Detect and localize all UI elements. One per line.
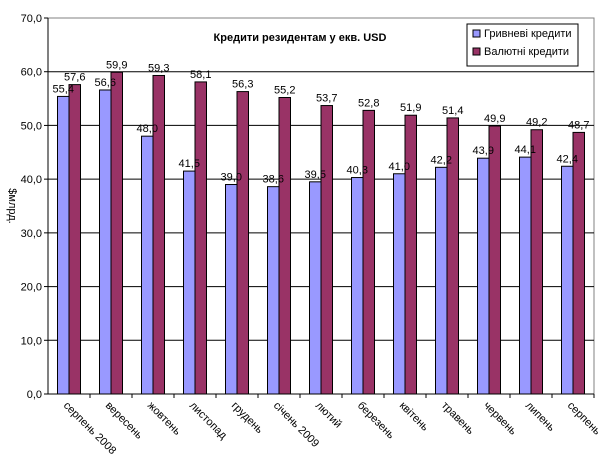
data-label-currency: 49,9 — [484, 113, 505, 125]
data-label-hryvnia: 41,5 — [179, 158, 200, 170]
data-label-hryvnia: 42,2 — [431, 154, 452, 166]
bar-currency — [194, 81, 207, 395]
bar-currency — [320, 105, 333, 395]
bar-currency — [362, 109, 375, 395]
data-label-currency: 59,3 — [148, 62, 169, 74]
y-tick-label: 60,0 — [21, 67, 42, 79]
bar-hryvnia — [519, 156, 532, 395]
x-tick-label: травень — [439, 400, 477, 438]
data-label-hryvnia: 48,0 — [137, 123, 158, 135]
bar-hryvnia — [141, 135, 154, 395]
data-label-currency: 56,3 — [232, 79, 253, 91]
legend: Гривневі кредити Валютні кредити — [466, 23, 579, 67]
data-label-currency: 51,4 — [442, 105, 463, 117]
bar-currency — [530, 129, 543, 395]
legend-box — [466, 23, 579, 67]
legend-label: Валютні кредити — [484, 46, 569, 58]
bar-hryvnia — [57, 95, 70, 395]
legend-swatch — [472, 47, 481, 56]
bar-hryvnia — [561, 165, 574, 395]
data-label-currency: 48,7 — [568, 119, 589, 131]
data-label-hryvnia: 39,5 — [305, 169, 326, 181]
bar-currency — [110, 71, 123, 395]
bar-hryvnia — [435, 166, 448, 395]
bar-currency — [278, 96, 291, 395]
y-axis-label: $млрд. — [6, 188, 18, 223]
y-tick-label: 10,0 — [21, 335, 42, 347]
legend-label: Гривневі кредити — [484, 28, 572, 40]
x-tick-label: червень — [481, 400, 519, 438]
y-tick-label: 0,0 — [27, 389, 42, 401]
y-tick-label: 50,0 — [21, 120, 42, 132]
data-label-hryvnia: 56,6 — [95, 77, 116, 89]
x-tick-label: лютий — [313, 400, 344, 431]
x-tick-label: липень — [523, 400, 557, 434]
x-tick-label: серпень — [565, 400, 603, 438]
bar-currency — [404, 114, 417, 395]
data-label-hryvnia: 42,4 — [557, 153, 578, 165]
x-tick-label: квітень — [397, 400, 431, 434]
bar-hryvnia — [267, 186, 280, 395]
bar-hryvnia — [225, 184, 238, 395]
data-label-hryvnia: 55,4 — [53, 83, 74, 95]
x-tick-label: грудень — [229, 400, 266, 437]
data-label-hryvnia: 39,0 — [221, 172, 242, 184]
bar-currency — [236, 91, 249, 395]
data-label-currency: 52,8 — [358, 97, 379, 109]
data-label-hryvnia: 41,0 — [389, 161, 410, 173]
bar-hryvnia — [183, 170, 196, 395]
bar-currency — [68, 84, 81, 395]
bar-hryvnia — [309, 181, 322, 395]
data-label-currency: 58,1 — [190, 69, 211, 81]
bar-hryvnia — [477, 157, 490, 395]
data-label-hryvnia: 43,9 — [473, 145, 494, 157]
data-label-hryvnia: 44,1 — [515, 144, 536, 156]
data-label-currency: 57,6 — [64, 72, 85, 84]
data-label-currency: 51,9 — [400, 102, 421, 114]
x-tick-label: листопад — [187, 400, 230, 443]
bar-hryvnia — [99, 89, 112, 395]
x-tick-label: березень — [355, 400, 397, 442]
bar-currency — [488, 125, 501, 395]
data-label-hryvnia: 40,3 — [347, 165, 368, 177]
x-tick-label: жовтень — [145, 400, 183, 438]
data-label-currency: 49,2 — [526, 117, 547, 129]
data-label-currency: 59,9 — [106, 59, 127, 71]
bar-hryvnia — [393, 173, 406, 395]
x-tick-label: вересень — [103, 400, 145, 442]
chart-title: Кредити резидентам у екв. USD — [214, 32, 387, 44]
data-label-currency: 55,2 — [274, 84, 295, 96]
y-tick-label: 70,0 — [21, 13, 42, 25]
data-label-currency: 53,7 — [316, 93, 337, 105]
y-tick-label: 40,0 — [21, 174, 42, 186]
bar-hryvnia — [351, 177, 364, 395]
y-tick-label: 30,0 — [21, 228, 42, 240]
legend-swatch — [472, 29, 481, 38]
bar-currency — [572, 131, 585, 395]
y-tick-label: 20,0 — [21, 282, 42, 294]
data-label-hryvnia: 38,6 — [263, 174, 284, 186]
